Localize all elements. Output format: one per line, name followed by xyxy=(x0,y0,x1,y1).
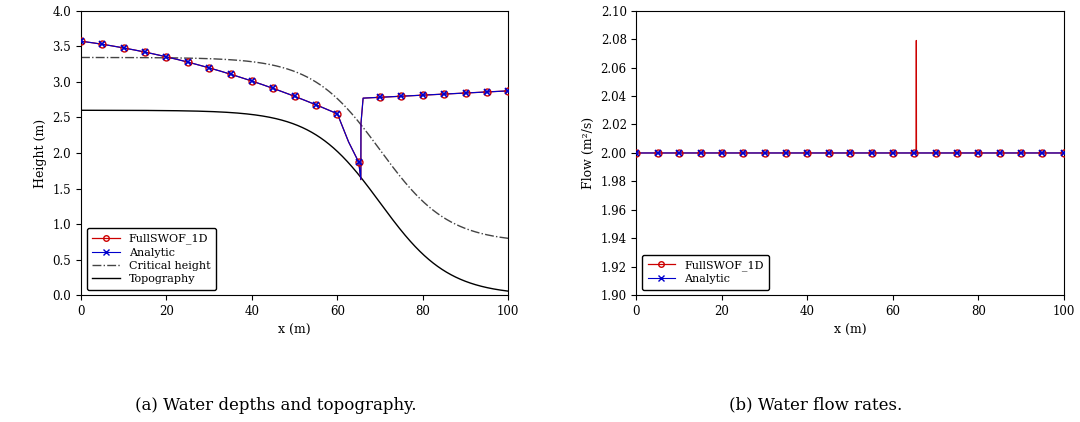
Y-axis label: Height (m): Height (m) xyxy=(33,119,46,187)
Text: (b) Water flow rates.: (b) Water flow rates. xyxy=(729,397,902,414)
X-axis label: x (m): x (m) xyxy=(834,324,866,337)
Legend: FullSWOF_1D, Analytic: FullSWOF_1D, Analytic xyxy=(642,255,769,290)
Legend: FullSWOF_1D, Analytic, Critical height, Topography: FullSWOF_1D, Analytic, Critical height, … xyxy=(86,228,216,290)
X-axis label: x (m): x (m) xyxy=(279,324,311,337)
Text: (a) Water depths and topography.: (a) Water depths and topography. xyxy=(135,397,416,414)
Y-axis label: Flow (m²/s): Flow (m²/s) xyxy=(582,117,595,189)
